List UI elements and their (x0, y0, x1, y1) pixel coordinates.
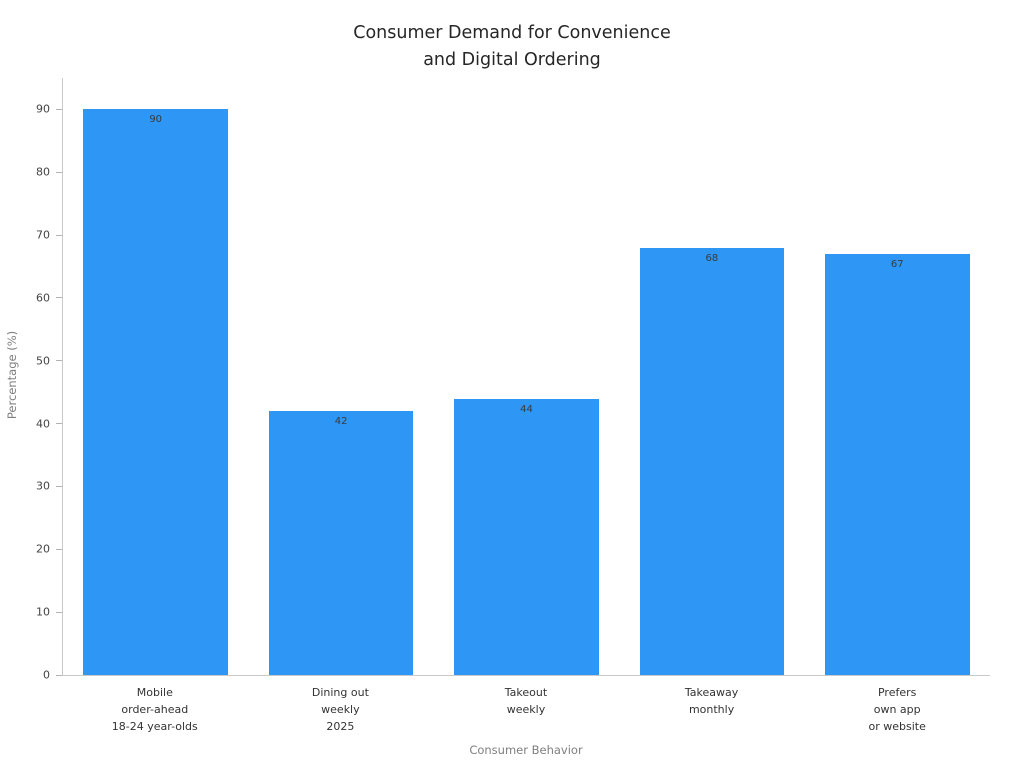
x-tick-label: Dining out weekly 2025 (248, 684, 434, 735)
y-tick-label: 60 (36, 291, 50, 305)
y-tick-mark (56, 548, 62, 550)
bar-slot: 90 (63, 78, 248, 675)
y-tick-mark (56, 611, 62, 613)
x-axis-label: Consumer Behavior (469, 743, 583, 757)
y-tick-mark (56, 674, 62, 676)
y-tick-label: 30 (36, 479, 50, 493)
bar: 67 (824, 253, 970, 675)
x-tick-label-line: Dining out (311, 686, 369, 699)
bar-slot: 68 (619, 78, 804, 675)
y-tick-mark (56, 360, 62, 362)
x-tick-label-line: own app (873, 703, 921, 717)
bar-value-label: 42 (334, 416, 348, 428)
y-tick-mark (56, 485, 62, 487)
x-tick-label: Takeout weekly (433, 684, 619, 735)
bar-slot: 44 (434, 78, 619, 675)
x-tick-label-line: or website (868, 720, 926, 734)
chart-title-line-2: and Digital Ordering (423, 50, 601, 71)
y-axis-label: Percentage (%) (5, 330, 19, 420)
y-tick-label: 80 (36, 165, 50, 179)
y-tick-mark (56, 423, 62, 425)
chart-title: Consumer Demand for Convenience and Digi… (0, 20, 1024, 74)
y-tick-label: 70 (36, 228, 50, 242)
y-tick-mark (56, 171, 62, 173)
y-tick-label: 0 (43, 668, 50, 682)
x-tick-label-line: 2025 (326, 720, 355, 734)
bar: 90 (83, 109, 228, 675)
bar-slot: 42 (248, 78, 433, 675)
bar-value-label: 68 (705, 252, 719, 264)
bar: 68 (639, 247, 785, 675)
x-tick-label-line: Takeaway (684, 686, 739, 699)
x-tick-label-line: Prefers (877, 686, 917, 699)
bar-value-label: 67 (890, 258, 904, 270)
x-tick-label-line: 18-24 year-olds (111, 720, 198, 734)
y-tick-label: 90 (36, 102, 50, 116)
y-tick-label: 20 (36, 542, 50, 556)
y-tick-label: 10 (36, 605, 50, 619)
x-tick-label-line: Mobile (136, 686, 173, 699)
bar-value-label: 44 (520, 403, 533, 415)
chart-title-line-1: Consumer Demand for Convenience (353, 23, 671, 43)
bar: 44 (454, 398, 599, 675)
x-tick-label-line: order-ahead (121, 703, 189, 717)
y-tick-mark (56, 297, 62, 299)
y-tick-label: 50 (36, 354, 50, 368)
y-tick-mark (56, 108, 62, 110)
plot-area: 0 10 20 30 40 50 60 70 80 90 90 42 44 68 67 (36, 78, 990, 682)
x-tick-label: Mobile order-ahead 18-24 year-olds (62, 684, 248, 735)
bar-value-label: 90 (149, 114, 163, 126)
x-tick-label: Takeaway monthly (619, 684, 805, 735)
x-tick-label-line: monthly (688, 703, 735, 717)
bars-container: 90 42 44 68 67 (63, 78, 990, 675)
x-tick-label: Prefers own app or website (804, 684, 990, 735)
x-tick-labels: Mobile order-ahead 18-24 year-olds Dining o… (62, 684, 990, 735)
x-tick-label-line: Takeout (504, 686, 548, 699)
x-tick-label-line: weekly (321, 703, 360, 717)
bar: 42 (268, 411, 414, 675)
y-tick-label: 40 (36, 417, 50, 431)
x-tick-label-line: weekly (506, 703, 546, 717)
bar-slot: 67 (805, 78, 990, 675)
y-tick-mark (56, 234, 62, 236)
